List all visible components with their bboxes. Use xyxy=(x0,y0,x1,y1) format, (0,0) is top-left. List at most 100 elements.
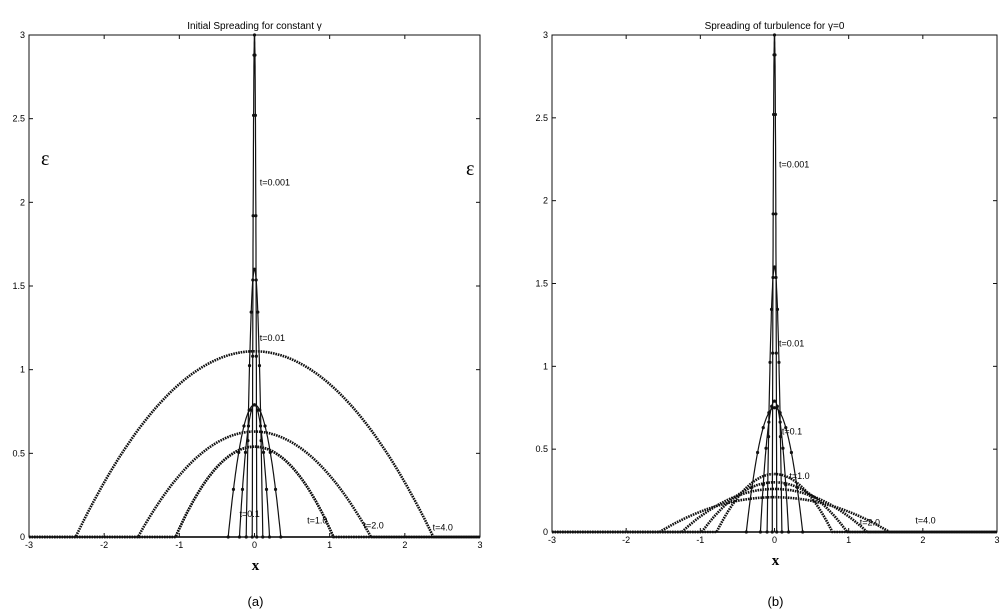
series-point xyxy=(789,450,794,455)
series-point xyxy=(258,408,262,412)
series-point xyxy=(771,275,775,280)
series-point xyxy=(237,535,242,539)
series-point xyxy=(755,450,760,455)
curve-annotation: t=0.01 xyxy=(779,338,804,348)
series-point xyxy=(767,411,771,415)
series-point xyxy=(251,278,255,282)
series-point xyxy=(257,364,262,368)
series-point xyxy=(268,450,272,454)
y-tick-label: 2.5 xyxy=(12,114,25,124)
plot-frame xyxy=(28,34,481,538)
series-point xyxy=(244,535,248,539)
series-line-6 xyxy=(29,445,480,539)
curve-annotation: t=0.001 xyxy=(260,178,290,188)
series-point xyxy=(761,426,765,430)
series-point xyxy=(774,351,778,355)
series-point xyxy=(249,310,253,314)
series-point xyxy=(247,364,252,368)
series-point xyxy=(774,212,778,216)
series-point xyxy=(258,424,263,428)
chart-title: Initial Spreading for constant γ xyxy=(187,21,322,32)
series-point xyxy=(767,420,771,424)
series-point xyxy=(771,212,775,216)
series-point xyxy=(243,450,248,454)
x-tick-label: 3 xyxy=(477,540,482,550)
series-point xyxy=(226,535,230,539)
series-point xyxy=(249,408,254,412)
series-point xyxy=(778,411,782,415)
y-tick-label: 0 xyxy=(20,532,25,542)
x-tick-label: -2 xyxy=(622,535,630,545)
series-point xyxy=(247,408,251,412)
series-point xyxy=(279,535,283,539)
x-tick-label: 1 xyxy=(327,540,332,550)
x-tick-label: -1 xyxy=(175,540,183,550)
panel-caption: (b) xyxy=(768,594,784,609)
panel-a: Initial Spreading for constant γ -3 -2 -1 0 1… xyxy=(12,21,482,609)
y-tick-label: 1 xyxy=(543,361,548,371)
series-point xyxy=(764,446,768,450)
series-line-7 xyxy=(552,495,997,534)
series-point xyxy=(256,310,260,314)
series-line-5 xyxy=(29,445,480,539)
series-point xyxy=(240,487,245,492)
series-point xyxy=(780,530,784,534)
series-point xyxy=(253,53,257,57)
series-point xyxy=(770,530,774,534)
series-line-5 xyxy=(552,481,997,534)
series-line-2 xyxy=(29,349,480,539)
x-tick-label: 2 xyxy=(402,540,407,550)
x-axis-label: x xyxy=(772,553,780,569)
y-tick-label: 0.5 xyxy=(535,444,548,454)
y-tick-label: 0.5 xyxy=(12,448,25,458)
plot-frame xyxy=(551,34,998,533)
series-point xyxy=(253,113,258,117)
curve-annotation: t=0.001 xyxy=(779,160,809,170)
series-point xyxy=(769,307,774,311)
series-point xyxy=(231,487,236,492)
series-point xyxy=(778,420,782,424)
y-tick-label: 1.5 xyxy=(535,279,548,289)
y-axis-label: ε xyxy=(41,148,49,170)
series-point xyxy=(786,530,791,534)
panel-b: Spreading of turbulence for γ=0 -3 -2 -1 0 1 2… xyxy=(466,21,1000,609)
curve-annotation: t=2.0 xyxy=(860,517,880,527)
y-tick-label: 0 xyxy=(543,527,548,537)
series-point xyxy=(772,399,777,403)
series-point xyxy=(252,267,257,271)
series-point xyxy=(254,278,258,282)
series-point xyxy=(250,535,254,539)
curve-annotation: t=1.0 xyxy=(789,471,809,481)
series-line-4 xyxy=(552,472,997,534)
series-point xyxy=(237,450,241,454)
series-line-2 xyxy=(552,400,997,533)
y-tick-label: 2 xyxy=(20,197,25,207)
series-point xyxy=(251,354,255,358)
series-point xyxy=(781,446,785,450)
series-point xyxy=(775,530,779,534)
series-point xyxy=(252,33,257,37)
y-tick-label: 2 xyxy=(543,196,548,206)
series-point xyxy=(251,214,255,218)
series-point xyxy=(772,33,777,37)
series-point xyxy=(246,424,251,428)
series-point xyxy=(784,426,788,430)
y-tick-label: 3 xyxy=(543,30,548,40)
x-tick-label: 2 xyxy=(920,535,925,545)
series-point xyxy=(775,307,780,311)
series-point xyxy=(772,265,777,269)
x-tick-label: -3 xyxy=(25,540,33,550)
series-point xyxy=(255,535,259,539)
series-line-3 xyxy=(552,407,997,533)
series-point xyxy=(773,53,777,57)
curve-annotation: t=4.0 xyxy=(433,522,453,532)
x-tick-label: 3 xyxy=(994,535,999,545)
series-point xyxy=(758,530,763,534)
series-point xyxy=(765,530,769,534)
curve-annotation: t=1.0 xyxy=(307,516,327,526)
series-line-0 xyxy=(29,33,480,538)
series-point xyxy=(261,450,266,454)
series-line-4 xyxy=(29,430,480,539)
series-point xyxy=(774,275,778,280)
